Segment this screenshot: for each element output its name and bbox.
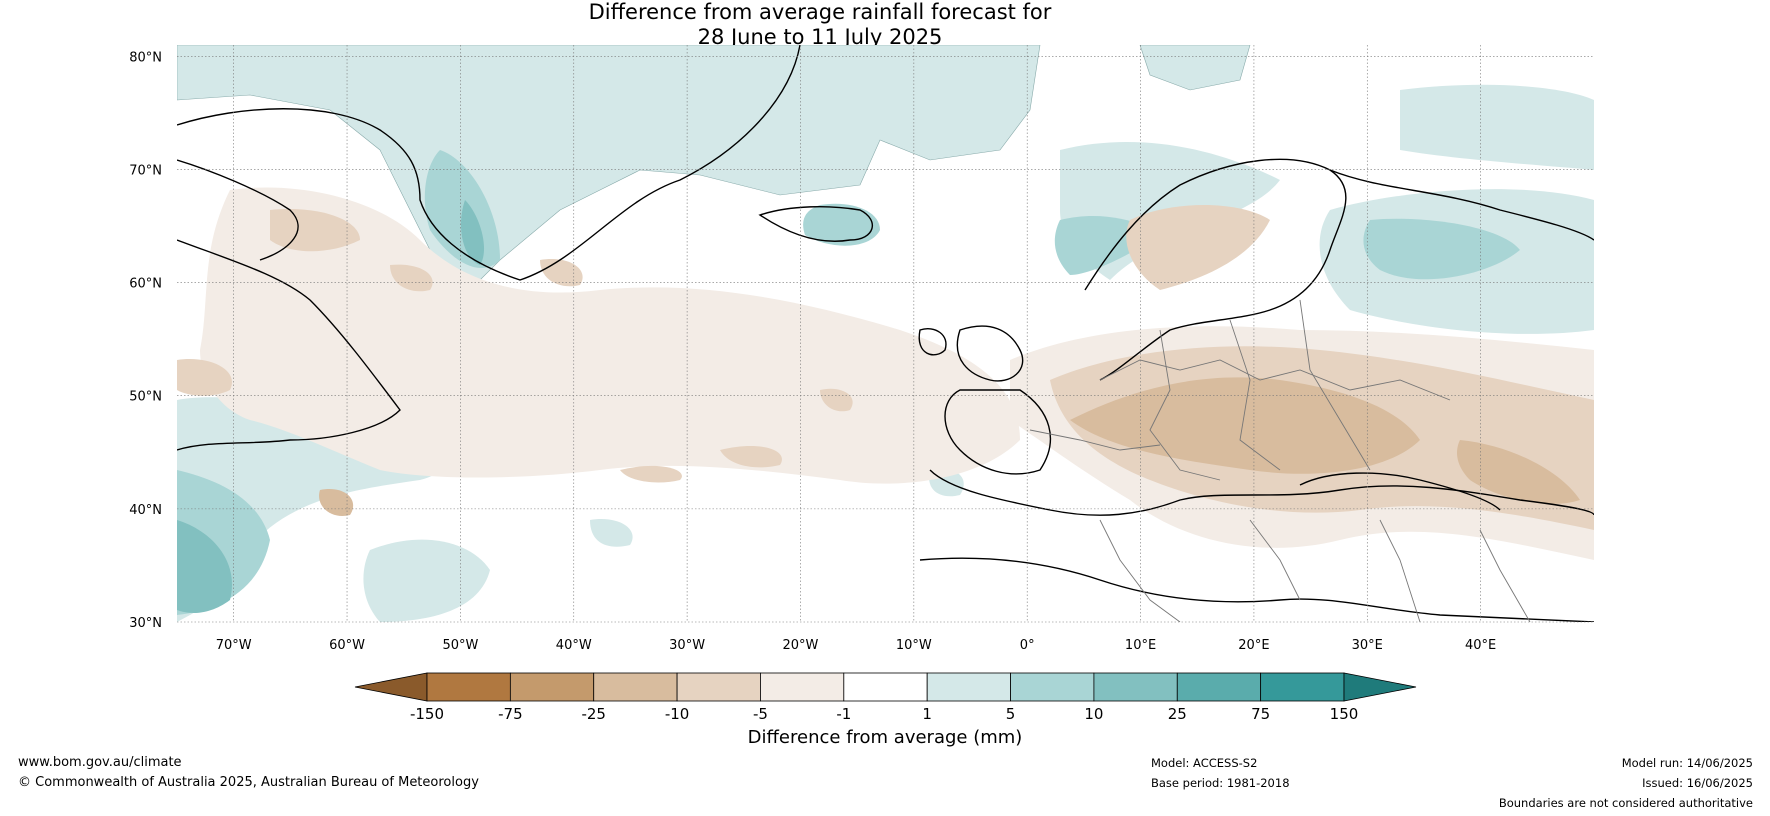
- coastlines: [177, 45, 1594, 622]
- disclaimer-text: Boundaries are not considered authoritat…: [1498, 796, 1753, 810]
- lon-label: 10°E: [1125, 638, 1156, 653]
- lat-label: 50°N: [129, 390, 162, 405]
- issued-text: Issued: 16/06/2025: [1642, 776, 1753, 790]
- colorbar-tick-label: -1: [836, 705, 851, 723]
- colorbar-segment: [593, 672, 678, 702]
- colorbar-title: Difference from average (mm): [747, 727, 1023, 748]
- lat-label: 30°N: [129, 616, 162, 631]
- anomaly-fields: [177, 45, 1594, 622]
- website-text: www.bom.gov.au/climate: [18, 755, 182, 770]
- colorbar-tick-label: 150: [1330, 705, 1359, 723]
- colorbar-segment: [1176, 672, 1262, 702]
- copyright-text: © Commonwealth of Australia 2025, Austra…: [18, 775, 479, 790]
- colorbar-extend-high: [1343, 672, 1417, 702]
- lat-label: 60°N: [129, 277, 162, 292]
- colorbar-segment: [509, 672, 595, 702]
- colorbar-tick-label: -25: [581, 705, 606, 723]
- colorbar-segment: [676, 672, 761, 702]
- lon-label: 0°: [1020, 638, 1035, 653]
- colorbar-segment: [926, 672, 1011, 702]
- colorbar-segment: [1260, 672, 1345, 702]
- colorbar-segment: [1093, 672, 1178, 702]
- colorbar-tick-label: -10: [665, 705, 690, 723]
- graticule: [177, 45, 1594, 623]
- colorbar-segment: [426, 672, 511, 702]
- model-text: Model: ACCESS-S2: [1151, 756, 1258, 770]
- colorbar-tick-label: 1: [922, 705, 932, 723]
- lon-label: 70°W: [216, 638, 252, 653]
- lon-label: 60°W: [329, 638, 365, 653]
- map-title: Difference from average rainfall forecas…: [0, 0, 1640, 50]
- lat-label: 40°N: [129, 503, 162, 518]
- title-line-1: Difference from average rainfall forecas…: [588, 0, 1052, 24]
- colorbar-tick-label: 10: [1084, 705, 1103, 723]
- colorbar-extend-low: [354, 672, 428, 702]
- lat-label: 80°N: [129, 50, 162, 65]
- colorbar-segment: [1010, 672, 1095, 702]
- lon-label: 30°W: [669, 638, 705, 653]
- colorbar-tick-label: -150: [410, 705, 444, 723]
- lon-label: 20°E: [1238, 638, 1269, 653]
- colorbar-tick-labels: -150 -75 -25 -10 -5 -1 1 5 10 25 75 150: [410, 705, 1358, 723]
- lat-labels: 80°N 70°N 60°N 50°N 40°N 30°N: [129, 50, 162, 631]
- colorbar-segment: [760, 672, 845, 702]
- colorbar-tick-label: 75: [1251, 705, 1270, 723]
- colorbar-segment: [843, 672, 928, 702]
- country-borders: [1029, 299, 1531, 622]
- colorbar-tick-label: -5: [753, 705, 768, 723]
- lon-label: 40°E: [1465, 638, 1496, 653]
- model-run-text: Model run: 14/06/2025: [1621, 756, 1753, 770]
- lon-label: 20°W: [783, 638, 819, 653]
- lon-label: 50°W: [442, 638, 478, 653]
- colorbar: [354, 672, 1417, 702]
- colorbar-tick-label: 5: [1006, 705, 1016, 723]
- colorbar-tick-label: -75: [498, 705, 523, 723]
- lon-labels: 70°W 60°W 50°W 40°W 30°W 20°W 10°W 0° 10°E 20°E 30…: [216, 638, 1497, 653]
- base-period-text: Base period: 1981-2018: [1151, 776, 1290, 790]
- lat-label: 70°N: [129, 163, 162, 178]
- lon-label: 30°E: [1352, 638, 1383, 653]
- colorbar-tick-label: 25: [1168, 705, 1187, 723]
- lon-label: 40°W: [556, 638, 592, 653]
- lon-label: 10°W: [896, 638, 932, 653]
